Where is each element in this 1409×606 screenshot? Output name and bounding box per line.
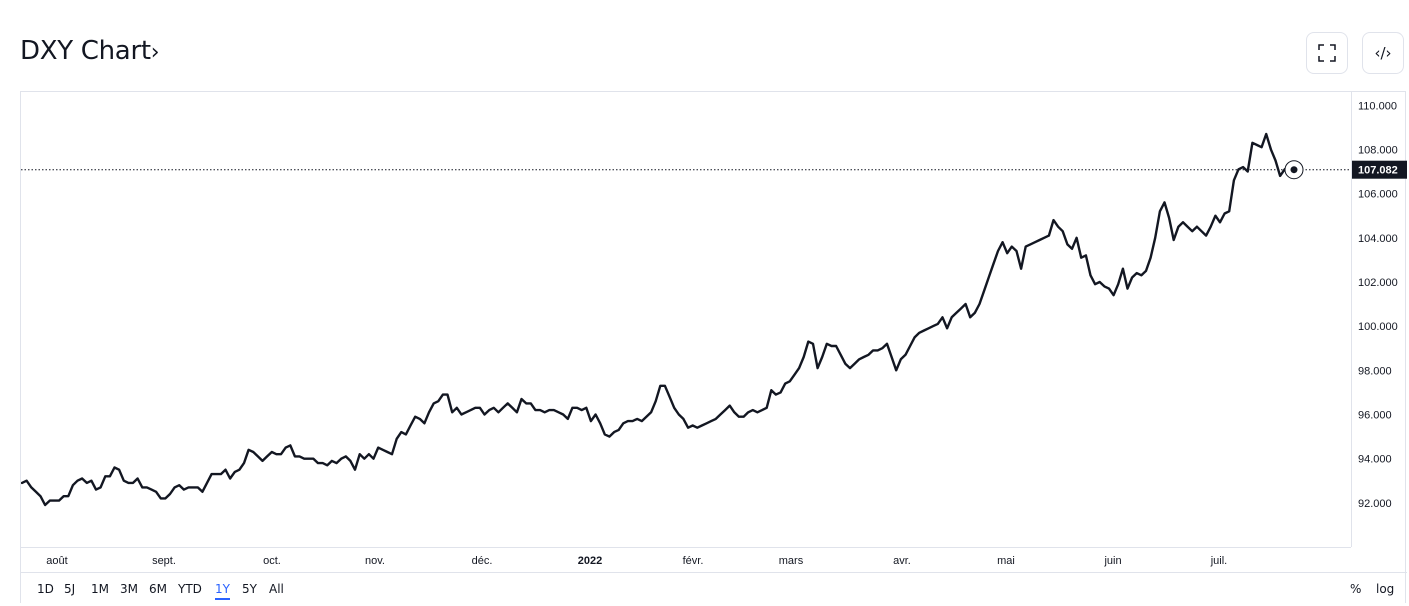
last-point-marker <box>1290 166 1298 174</box>
range-button-5y[interactable]: 5Y <box>242 582 257 596</box>
last-price-label-bg <box>1352 160 1407 179</box>
embed-code-button[interactable]: ‹/› <box>1362 32 1404 74</box>
y-tick-label: 98.000 <box>1358 365 1392 377</box>
x-tick-label: mars <box>779 555 804 567</box>
range-button-ytd[interactable]: YTD <box>178 582 202 596</box>
chart-title-text[interactable]: DXY Chart <box>20 36 151 66</box>
chevron-right-icon[interactable]: › <box>150 40 160 65</box>
last-price-label: 107.082 <box>1358 165 1398 177</box>
range-button-all[interactable]: All <box>269 582 284 596</box>
y-tick-label: 106.000 <box>1358 189 1398 201</box>
x-tick-label: nov. <box>365 555 385 567</box>
y-tick-label: 108.000 <box>1358 144 1398 156</box>
x-tick-label: mai <box>997 555 1015 567</box>
chart-svg[interactable]: 92.000 94.000 96.000 98.000 100.000 102.000 10… <box>21 92 1407 604</box>
fullscreen-button[interactable] <box>1306 32 1348 74</box>
y-tick-label: 96.000 <box>1358 409 1392 421</box>
price-series-line <box>21 132 1296 507</box>
x-tick-label: sept. <box>152 555 176 567</box>
chart-title[interactable]: DXY Chart› <box>20 36 160 66</box>
y-tick-label: 102.000 <box>1358 277 1398 289</box>
x-tick-label: août <box>46 555 67 567</box>
range-button-1d[interactable]: 1D <box>37 582 54 596</box>
x-tick-label: 2022 <box>578 555 602 567</box>
x-tick-label: avr. <box>893 555 911 567</box>
range-button-1m[interactable]: 1M <box>91 582 109 596</box>
log-toggle[interactable]: log <box>1376 582 1395 596</box>
code-icon: ‹/› <box>1374 44 1392 62</box>
y-tick-label: 100.000 <box>1358 321 1398 333</box>
x-tick-label: oct. <box>263 555 281 567</box>
y-tick-label: 92.000 <box>1358 498 1392 510</box>
x-tick-label: déc. <box>472 555 493 567</box>
fullscreen-icon <box>1318 44 1336 62</box>
chart-area[interactable]: 92.000 94.000 96.000 98.000 100.000 102.000 10… <box>20 91 1407 604</box>
y-tick-label: 110.000 <box>1358 100 1397 112</box>
percent-toggle[interactable]: % <box>1350 582 1362 596</box>
range-button-1y[interactable]: 1Y <box>215 582 230 600</box>
y-tick-label: 104.000 <box>1358 233 1398 245</box>
x-tick-label: févr. <box>683 555 704 567</box>
range-button-5j[interactable]: 5J <box>64 582 76 596</box>
range-button-6m[interactable]: 6M <box>149 582 167 596</box>
x-tick-label: juin <box>1103 555 1121 567</box>
range-button-3m[interactable]: 3M <box>120 582 138 596</box>
y-tick-label: 94.000 <box>1358 454 1392 466</box>
x-tick-label: juil. <box>1210 555 1228 567</box>
